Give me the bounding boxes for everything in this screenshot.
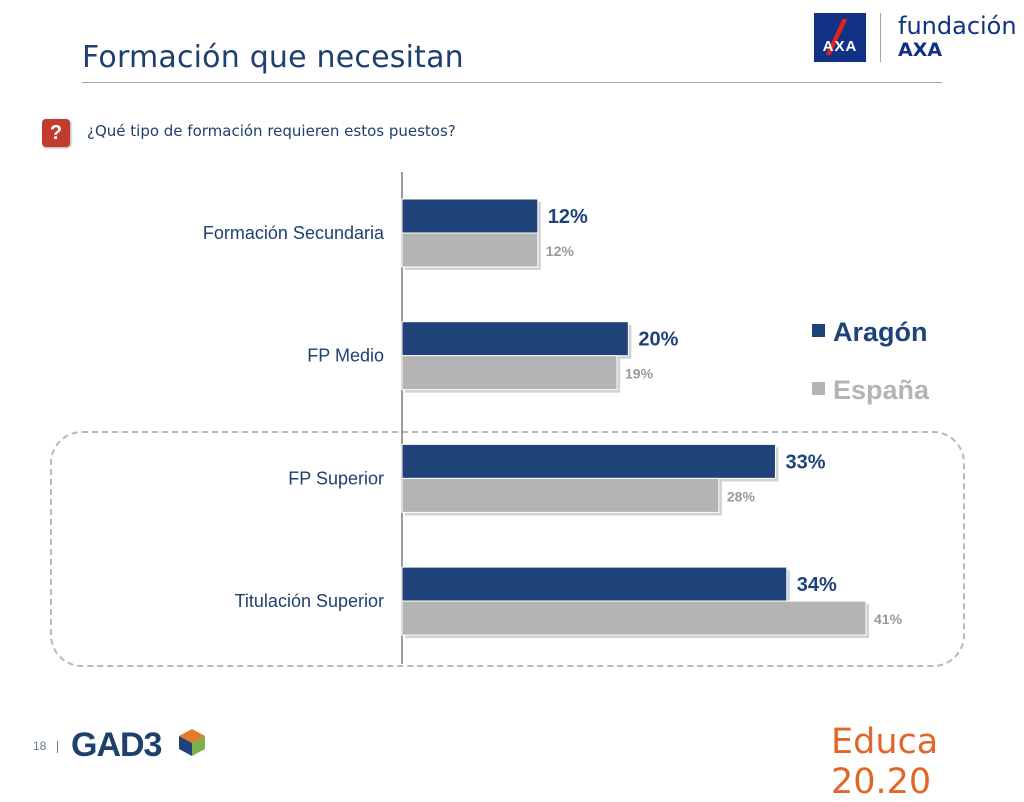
bar-espana (401, 232, 539, 268)
data-label-espana: 41% (874, 611, 903, 627)
legend-label-espana: España (833, 375, 930, 405)
category-label: FP Superior (288, 468, 384, 488)
footer-separator (57, 741, 58, 753)
data-label-espana: 12% (546, 243, 575, 259)
legend-swatch-espana (812, 382, 825, 395)
page-title: Formación que necesitan (82, 40, 464, 75)
bar-espana (401, 600, 867, 636)
gad3-cube-icon (179, 729, 205, 756)
educa-logo: Educa 20.20 (831, 722, 939, 802)
bar-espana (401, 355, 618, 391)
fundacion-axa-label: AXA (898, 39, 943, 61)
legend-swatch-aragon (812, 324, 825, 337)
legend-label-aragon: Aragón (833, 317, 928, 347)
page-number: 18 (33, 739, 47, 753)
axa-logo-text: AXA (822, 38, 858, 55)
logo-divider (880, 13, 881, 62)
legend-item-aragon: Aragón (812, 317, 928, 348)
bar-aragon (401, 198, 539, 234)
data-label-aragon: 20% (638, 329, 678, 351)
bar-chart: Formación Secundaria 12% 12% FP Medio 20% 19%… (203, 172, 903, 664)
question-icon: ? (42, 119, 70, 147)
title-divider (82, 82, 942, 83)
question-text: ¿Qué tipo de formación requieren estos p… (87, 122, 456, 140)
axa-logo: AXA (814, 13, 866, 62)
bar-aragon (401, 443, 776, 479)
legend-item-espana: España (812, 375, 929, 406)
bar-aragon (401, 321, 629, 357)
gad3-logo: GAD3 (71, 726, 162, 764)
data-label-espana: 28% (727, 488, 756, 504)
bar-aragon (401, 566, 788, 602)
category-label: Titulación Superior (235, 591, 384, 611)
fundacion-label: fundación (898, 12, 1017, 40)
data-label-espana: 19% (625, 366, 654, 382)
category-label: Formación Secundaria (203, 223, 385, 243)
data-label-aragon: 34% (797, 574, 837, 596)
data-label-aragon: 33% (785, 451, 825, 473)
data-label-aragon: 12% (548, 206, 588, 228)
bar-espana (401, 477, 720, 513)
highlight-dashed-box (50, 431, 965, 667)
category-label: FP Medio (307, 346, 384, 366)
